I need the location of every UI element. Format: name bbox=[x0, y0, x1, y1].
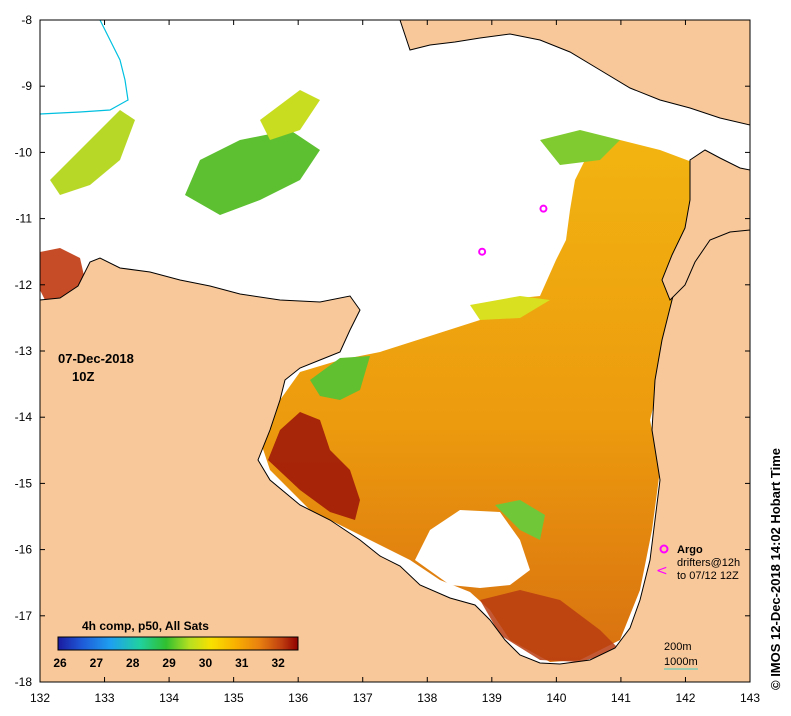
drifters-legend-label: drifters@12h bbox=[677, 557, 740, 569]
depth-200-label: 200m bbox=[664, 641, 692, 653]
sst-lime-north bbox=[260, 90, 320, 140]
argo-float-marker bbox=[539, 204, 548, 213]
time-label: 10Z bbox=[72, 369, 94, 384]
x-tick-label: 135 bbox=[224, 691, 244, 705]
cloud-gap-south bbox=[415, 510, 530, 588]
depth-1000-label: 1000m bbox=[664, 656, 698, 668]
y-tick-label: -10 bbox=[15, 145, 33, 159]
y-tick-label: -15 bbox=[15, 476, 33, 490]
y-tick-label: -9 bbox=[21, 79, 32, 93]
colorbar-tick-label: 27 bbox=[90, 656, 104, 670]
land-new-guinea bbox=[399, 20, 750, 126]
sst-green-north bbox=[185, 130, 320, 215]
date-label: 07-Dec-2018 bbox=[58, 351, 134, 366]
x-tick-label: 143 bbox=[740, 691, 760, 705]
colorbar-tick-label: 29 bbox=[162, 656, 176, 670]
sst-green-east bbox=[540, 130, 620, 165]
y-tick-label: -18 bbox=[15, 675, 33, 689]
sst-hot-western bbox=[268, 412, 360, 520]
axes: 132 133 134 135 136 137 138 139 140 141 142 143 -8 -9… bbox=[15, 13, 761, 705]
sst-green-coast bbox=[310, 356, 370, 400]
x-tick-label: 139 bbox=[482, 691, 502, 705]
colorbar bbox=[57, 636, 299, 651]
sst-hot-south bbox=[480, 590, 620, 662]
y-tick-label: -11 bbox=[16, 212, 33, 226]
argo-legend-symbol bbox=[659, 544, 669, 554]
colorbar-ticks: 26 27 28 29 30 31 32 bbox=[53, 656, 285, 670]
x-tick-label: 133 bbox=[95, 691, 115, 705]
land bbox=[40, 20, 750, 682]
river bbox=[39, 19, 129, 115]
drifters-range-label: to 07/12 12Z bbox=[677, 570, 739, 582]
sst-field-gulf bbox=[260, 140, 750, 662]
y-tick-label: -14 bbox=[15, 410, 33, 424]
sst-green-south bbox=[495, 500, 545, 540]
colorbar-tick-label: 31 bbox=[235, 656, 249, 670]
colorbar-tick-label: 28 bbox=[126, 656, 140, 670]
colorbar-title: 4h comp, p50, All Sats bbox=[82, 619, 209, 633]
colorbar-tick-label: 30 bbox=[199, 656, 213, 670]
x-tick-label: 137 bbox=[353, 691, 373, 705]
x-tick-label: 136 bbox=[288, 691, 308, 705]
y-tick-label: -17 bbox=[15, 609, 33, 623]
x-tick-label: 141 bbox=[611, 691, 631, 705]
y-tick-label: -8 bbox=[21, 13, 32, 27]
y-tick-label: -12 bbox=[15, 278, 33, 292]
sst-hot-northwest bbox=[40, 248, 85, 300]
sst-lime-band bbox=[470, 296, 550, 320]
x-tick-label: 138 bbox=[417, 691, 437, 705]
colorbar-tick-label: 32 bbox=[272, 656, 286, 670]
x-tick-label: 134 bbox=[159, 691, 179, 705]
land-arnhem bbox=[40, 217, 750, 682]
land-cape-york bbox=[661, 149, 750, 301]
x-tick-label: 132 bbox=[30, 691, 50, 705]
x-tick-label: 140 bbox=[546, 691, 566, 705]
credit-label: © IMOS 12-Dec-2018 14:02 Hobart Time bbox=[768, 448, 783, 690]
x-tick-label: 142 bbox=[675, 691, 695, 705]
colorbar-tick-label: 26 bbox=[53, 656, 67, 670]
argo-float-marker bbox=[478, 247, 487, 256]
argo-markers bbox=[478, 204, 548, 256]
sst-lime-northwest bbox=[50, 110, 135, 195]
y-tick-label: -16 bbox=[15, 543, 33, 557]
y-tick-label: -13 bbox=[15, 344, 33, 358]
argo-legend-label: Argo bbox=[677, 544, 703, 556]
drifter-symbol: < bbox=[656, 563, 668, 579]
